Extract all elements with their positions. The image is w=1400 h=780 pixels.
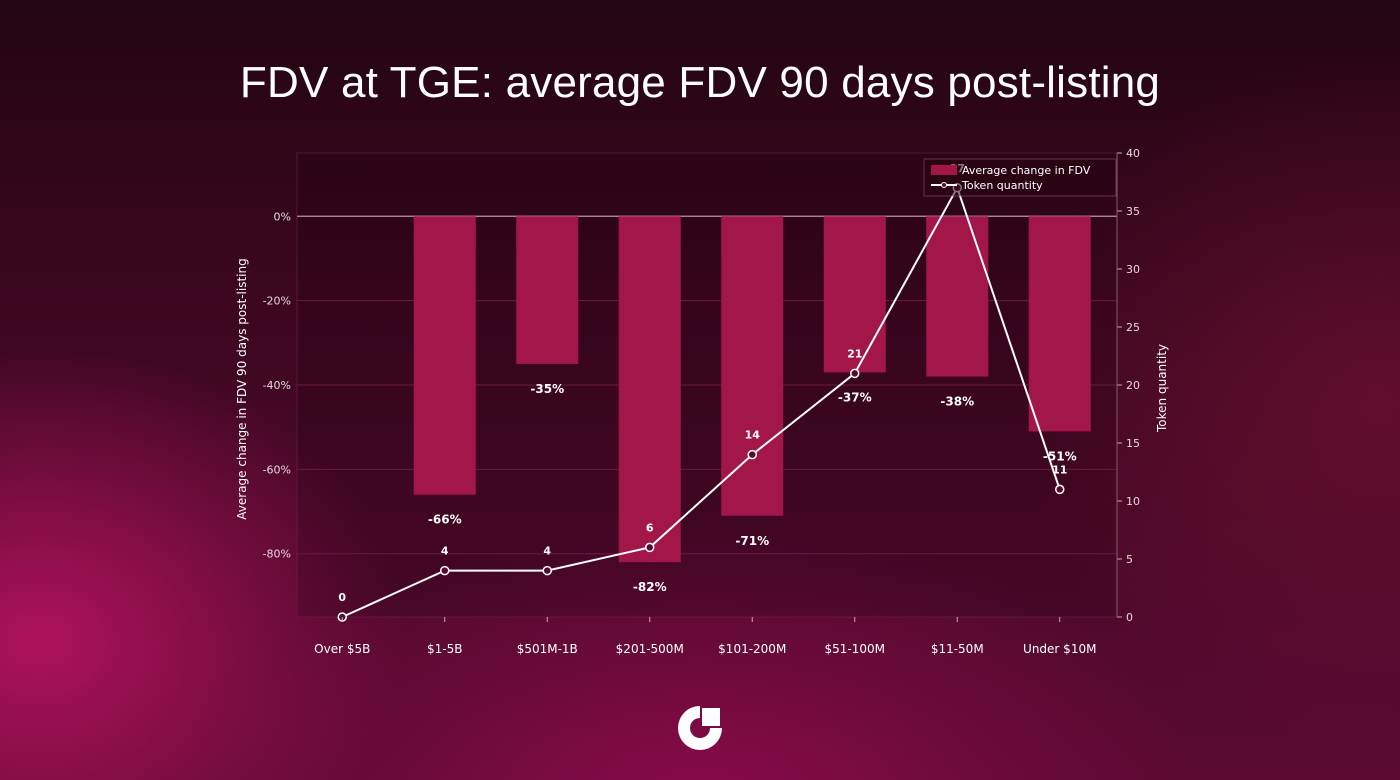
x-tick-label: $101-200M xyxy=(718,642,786,656)
y2-tick-label: 10 xyxy=(1126,495,1140,508)
line-data-label: 0 xyxy=(338,591,346,604)
y-tick-label: -60% xyxy=(263,463,291,476)
y2-tick-label: 30 xyxy=(1126,263,1140,276)
line-data-label: 14 xyxy=(745,429,761,442)
y2-tick-label: 35 xyxy=(1126,205,1140,218)
bar xyxy=(823,216,886,373)
line-data-label: 21 xyxy=(847,347,862,360)
line-data-label: 4 xyxy=(441,545,449,558)
line-point xyxy=(850,368,860,379)
line-point xyxy=(440,565,450,576)
y2-tick-label: 25 xyxy=(1126,321,1140,334)
legend-bar-swatch xyxy=(931,165,957,175)
bar xyxy=(926,216,989,377)
chart-title: FDV at TGE: average FDV 90 days post-lis… xyxy=(239,58,1161,107)
bar xyxy=(721,216,784,516)
line-point xyxy=(542,565,552,576)
bar xyxy=(618,216,681,563)
bar xyxy=(1028,216,1091,432)
y2-tick-label: 20 xyxy=(1126,379,1140,392)
bar-data-label: -51% xyxy=(1043,449,1077,463)
bar-data-label: -37% xyxy=(838,390,872,404)
bar-data-label: -82% xyxy=(633,580,667,594)
x-tick-label: $11-50M xyxy=(931,642,984,656)
y-tick-label: -40% xyxy=(263,379,291,392)
brand-logo xyxy=(678,706,722,750)
legend-bar-label: Average change in FDV xyxy=(962,164,1091,177)
legend-line-label: Token quantity xyxy=(961,179,1043,192)
y2-tick-label: 0 xyxy=(1126,611,1133,624)
y2-tick-label: 40 xyxy=(1126,147,1140,160)
line-point xyxy=(747,449,757,460)
x-tick-label: $1-5B xyxy=(427,642,462,656)
y2-tick-label: 5 xyxy=(1126,553,1133,566)
bar-data-label: -71% xyxy=(735,534,769,548)
bar xyxy=(413,216,476,495)
bar xyxy=(516,216,579,364)
x-tick-label: Under $10M xyxy=(1023,642,1096,656)
line-point xyxy=(645,542,655,553)
line-point xyxy=(1055,484,1065,495)
y2-axis-title: Token quantity xyxy=(1155,344,1169,433)
line-data-label: 6 xyxy=(646,521,654,534)
y-axis-title: Average change in FDV 90 days post-listi… xyxy=(235,258,249,519)
bar-data-label: -66% xyxy=(428,513,462,527)
token-quantity-line xyxy=(341,185,1061,618)
x-tick-label: $201-500M xyxy=(616,642,684,656)
bar-data-label: -38% xyxy=(940,395,974,409)
line-data-label: 4 xyxy=(543,545,551,558)
x-tick-label: Over $5B xyxy=(314,642,370,656)
y-tick-label: -80% xyxy=(263,548,291,561)
y2-tick-label: 15 xyxy=(1126,437,1140,450)
line-data-label: 11 xyxy=(1052,463,1067,476)
legend-line-marker xyxy=(941,182,947,188)
y-tick-label: 0% xyxy=(274,210,291,223)
bar-data-label: -35% xyxy=(530,382,564,396)
x-tick-label: $51-100M xyxy=(825,642,886,656)
y-tick-label: -20% xyxy=(263,295,291,308)
x-tick-label: $501M-1B xyxy=(517,642,578,656)
